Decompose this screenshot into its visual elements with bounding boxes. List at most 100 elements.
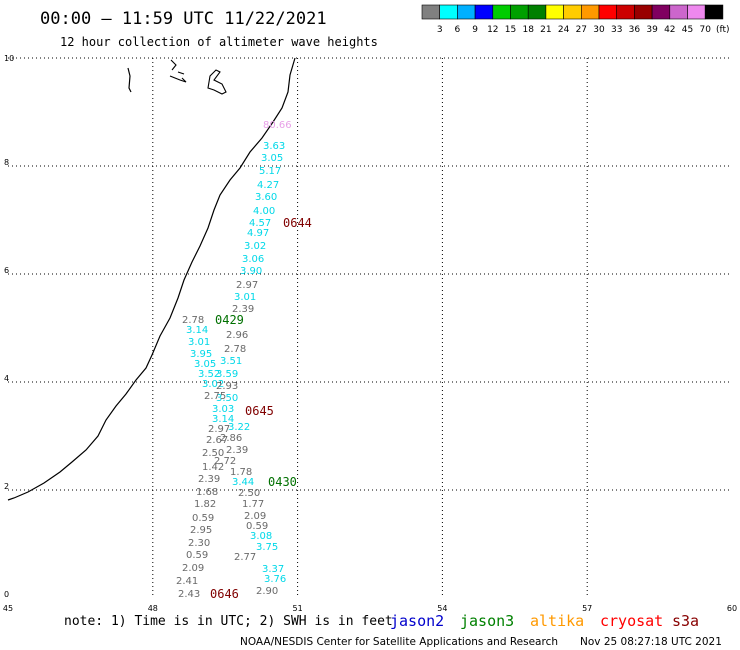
legend-label: 70 (699, 25, 711, 35)
page-subtitle: 12 hour collection of altimeter wave hei… (60, 35, 378, 49)
pass-time-labels: 0644 0429 0645 0430 0646 (210, 216, 312, 601)
legend-swatch (651, 4, 671, 20)
mission-legend: jason2 jason3 altika cryosat s3a (390, 612, 699, 630)
legend-swatch (563, 4, 582, 20)
legend-label: 9 (472, 25, 478, 35)
color-scale-legend: 3 6 9 12 15 18 21 24 27 30 33 36 39 42 45 70 (ft) (421, 4, 730, 35)
pass-time-label: 0430 (268, 475, 297, 489)
legend-swatch (474, 4, 494, 20)
wave-height-cyan: 3.60 (255, 192, 277, 203)
wave-height-gray: 2.90 (256, 586, 278, 597)
lon-tick-label: 54 (437, 604, 447, 613)
wave-height-cyan: 3.51 (220, 356, 242, 367)
wave-height-gray: 1.68 (196, 487, 218, 498)
wave-height-cyan: 3.01 (234, 292, 256, 303)
wave-height-cyan: 3.37 (262, 564, 284, 575)
wave-height-cyan: 3.75 (256, 542, 278, 553)
wave-height-gray: 2.86 (220, 433, 242, 444)
legend-swatch (634, 4, 653, 20)
legend-swatch (687, 4, 706, 20)
legend-swatch (527, 4, 547, 20)
wave-height-gray: 2.30 (188, 538, 210, 549)
wave-height-gray: 2.09 (244, 511, 266, 522)
wave-height-cyan: 3.90 (240, 266, 262, 277)
wave-height-gray: 2.77 (234, 552, 256, 563)
wave-height-gray: 2.75 (204, 391, 226, 402)
legend-swatch (616, 4, 635, 20)
wave-height-gray: 1.82 (194, 499, 216, 510)
wave-height-gray: 2.67 (206, 435, 228, 446)
wave-height-gray: 2.41 (176, 576, 198, 587)
legend-label: 6 (455, 25, 461, 35)
wave-height-cyan: 3.95 (190, 349, 212, 360)
legend-swatch (510, 4, 529, 20)
wave-height-gray: 2.97 (236, 280, 258, 291)
pass-time-label: 0646 (210, 587, 239, 601)
mission-cryosat: cryosat (600, 612, 663, 630)
legend-label: 12 (487, 25, 498, 35)
mission-jason2: jason2 (390, 612, 444, 630)
wave-height-gray: 2.93 (216, 381, 238, 392)
wave-height-gray: 2.39 (232, 304, 254, 315)
legend-label: 3 (437, 25, 443, 35)
wave-height-cyan: 3.02 (202, 379, 224, 390)
lat-tick-label: 4 (4, 374, 9, 383)
legend-swatch (421, 4, 441, 20)
wave-height-gray: 2.95 (190, 525, 212, 536)
footer-note: note: 1) Time is in UTC; 2) SWH is in fe… (64, 614, 393, 629)
legend-swatch (439, 4, 458, 20)
legend-label: 24 (558, 25, 570, 35)
footer-timestamp: Nov 25 08:27:18 UTC 2021 (580, 636, 722, 648)
wave-height-gray: 1.42 (202, 462, 224, 473)
legend-label: 45 (682, 25, 693, 35)
wave-height-gray: 2.39 (198, 474, 220, 485)
wave-height-cyan: 4.57 (249, 218, 271, 229)
wave-height-cyan: 3.14 (212, 414, 234, 425)
wave-height-cyan: 3.52 (198, 369, 220, 380)
wave-height-cyan: 3.22 (228, 422, 250, 433)
lon-tick-label: 57 (582, 604, 592, 613)
wave-height-gray: 2.50 (238, 488, 260, 499)
legend-label: 15 (505, 25, 516, 35)
wave-height-gray: 0.59 (192, 513, 214, 524)
legend-label: 39 (646, 25, 658, 35)
wave-height-cyan: 3.05 (261, 153, 283, 164)
legend-label: 42 (664, 25, 675, 35)
wave-height-cyan: 3.02 (244, 241, 266, 252)
page-title: 00:00 – 11:59 UTC 11/22/2021 (40, 9, 327, 29)
map-grid: 45 48 51 54 57 60 0 2 4 6 8 10 (3, 54, 737, 613)
wave-height-gray: 2.78 (224, 344, 246, 355)
wave-height-gray: 2.39 (226, 445, 248, 456)
wave-height-cyan: 4.27 (257, 180, 279, 191)
lon-tick-label: 45 (3, 604, 13, 613)
wave-height-cyan: 3.14 (186, 325, 208, 336)
footer-credit: NOAA/NESDIS Center for Satellite Applica… (240, 636, 558, 648)
legend-unit: (ft) (716, 25, 730, 35)
legend-label: 36 (629, 25, 641, 35)
wave-height-cyan: 3.63 (263, 141, 285, 152)
legend-label: 30 (593, 25, 605, 35)
wave-height-gray: 2.97 (208, 424, 230, 435)
legend-swatch (457, 4, 476, 20)
lon-tick-label: 48 (148, 604, 158, 613)
mission-jason3: jason3 (460, 612, 514, 630)
lat-tick-label: 0 (4, 590, 9, 599)
wave-height-gray: 2.78 (182, 315, 204, 326)
legend-label: 27 (576, 25, 587, 35)
wave-height-gray: 1.78 (230, 467, 252, 478)
lat-tick-label: 8 (4, 158, 9, 167)
wave-height-gray: 0.59 (186, 550, 208, 561)
wave-height-cyan: 3.76 (264, 574, 286, 585)
pass-time-label: 0644 (283, 216, 312, 230)
mission-s3a: s3a (672, 612, 699, 630)
legend-label: 33 (611, 25, 622, 35)
wave-height-cyan: 3.44 (232, 477, 254, 488)
pass-time-label: 0645 (245, 404, 274, 418)
lat-tick-label: 10 (4, 54, 14, 63)
island (207, 69, 227, 95)
wave-height-pink: 80.66 (263, 120, 292, 131)
coastline (7, 57, 296, 501)
lon-tick-label: 51 (293, 604, 303, 613)
legend-swatch (492, 4, 511, 20)
